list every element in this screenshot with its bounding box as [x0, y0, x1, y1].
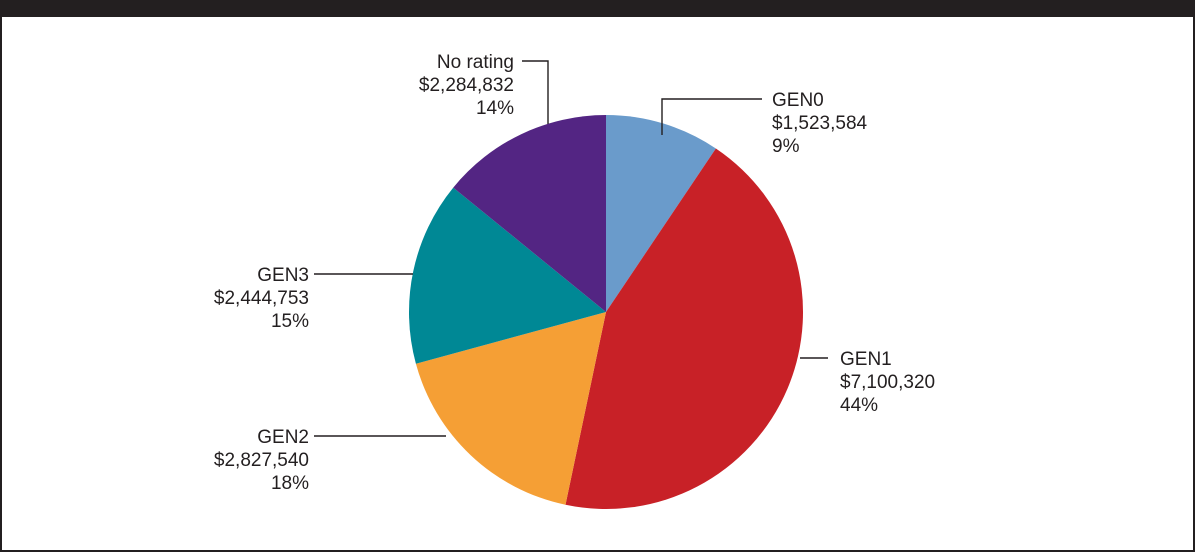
- slice-value: $1,523,584: [772, 113, 868, 134]
- slice-name: No rating: [437, 52, 514, 73]
- leader-line-no-rating: [522, 60, 549, 124]
- slice-name: GEN3: [257, 265, 309, 286]
- slice-name: GEN0: [772, 90, 824, 111]
- slice-name: GEN1: [840, 349, 892, 370]
- slice-value: $7,100,320: [840, 372, 935, 393]
- leader-lines: [314, 60, 828, 437]
- slice-percent: 44%: [840, 395, 878, 416]
- header-bar: [2, 0, 1193, 17]
- pie-slice-no-rating: [453, 115, 606, 312]
- leader-line-gen0: [661, 98, 762, 135]
- pie-slices: [408, 115, 804, 510]
- pie-slice-gen3: [408, 187, 606, 364]
- slice-value: $2,827,540: [214, 450, 309, 471]
- slice-label-gen0: GEN0 $1,523,584 9%: [772, 90, 868, 157]
- slice-value: $2,444,753: [214, 288, 309, 309]
- slice-value: $2,284,832: [419, 75, 514, 96]
- slice-name: GEN2: [257, 427, 309, 448]
- pie-slice-gen2: [415, 312, 606, 505]
- slice-percent: 15%: [271, 311, 309, 332]
- slice-labels: GEN0 $1,523,584 9%GEN1 $7,100,320 44%GEN2 $2,…: [214, 52, 935, 494]
- slice-percent: 14%: [476, 98, 514, 119]
- slice-label-gen1: GEN1 $7,100,320 44%: [840, 349, 935, 416]
- slice-label-gen3: GEN3 $2,444,753 15%: [214, 265, 309, 332]
- slice-label-gen2: GEN2 $2,827,540 18%: [214, 427, 309, 494]
- pie-slice-gen1: [565, 148, 804, 510]
- pie-slice-gen0: [606, 115, 716, 312]
- slice-percent: 18%: [271, 473, 309, 494]
- slice-percent: 9%: [772, 136, 800, 157]
- slice-label-no-rating: No rating $2,284,832 14%: [419, 52, 514, 119]
